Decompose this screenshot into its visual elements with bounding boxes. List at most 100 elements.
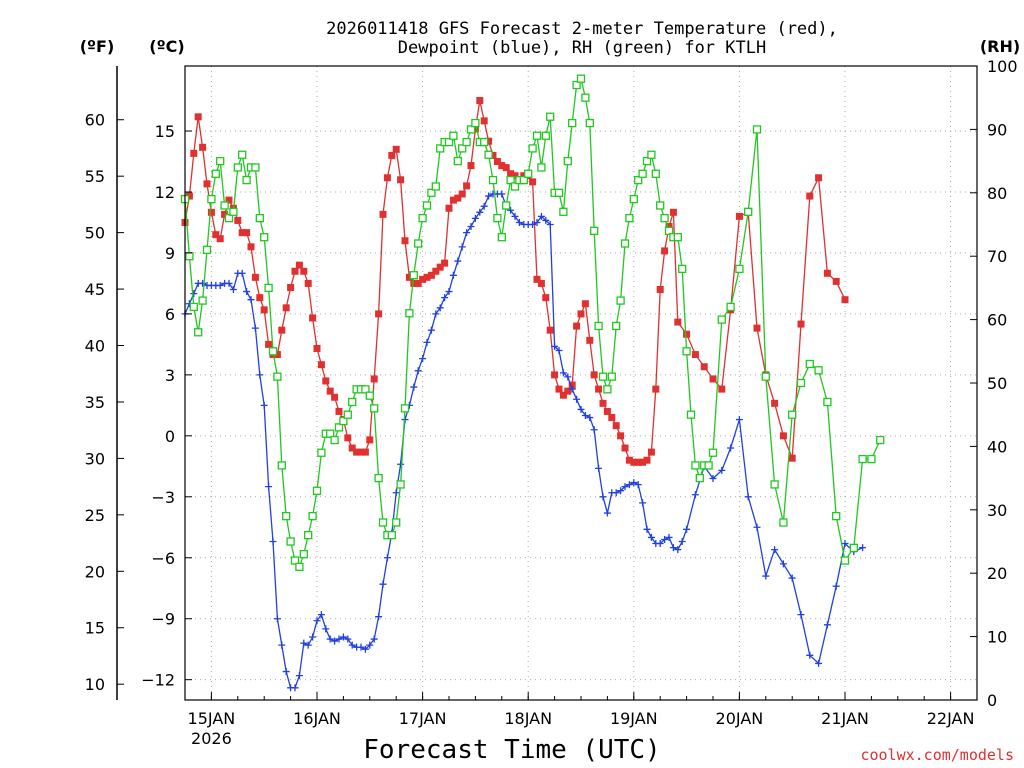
dewpoint-point <box>568 385 576 393</box>
temperature-point <box>260 306 268 314</box>
temperature-point <box>485 137 493 145</box>
relative-humidity-point <box>343 410 352 419</box>
temperature-point <box>529 178 537 186</box>
relative-humidity-point <box>664 226 674 235</box>
dewpoint-point <box>564 373 572 381</box>
relative-humidity-point <box>603 385 612 394</box>
temperature-point <box>806 192 814 200</box>
dewpoint-point <box>590 426 598 434</box>
x-tick-label: 21JAN <box>821 709 869 728</box>
dewpoint-point <box>586 414 594 422</box>
relative-humidity-point <box>255 214 264 223</box>
relative-humidity-point <box>466 125 476 134</box>
dewpoint-point <box>419 355 427 363</box>
temperature-point <box>326 387 334 395</box>
temperature-point <box>375 310 383 318</box>
relative-humidity-point <box>620 239 630 248</box>
relative-humidity-point <box>678 264 687 274</box>
temperature-point <box>480 117 488 125</box>
relative-humidity-point <box>660 214 669 223</box>
temperature-point <box>476 97 484 105</box>
temperature-point <box>251 273 259 281</box>
relative-humidity-point <box>422 201 432 210</box>
temperature-point <box>617 432 625 440</box>
temperature-point <box>427 271 435 279</box>
relative-humidity-point <box>299 550 308 559</box>
x-tick-label: 17JAN <box>399 709 447 728</box>
x-tick-label: 20JAN <box>716 709 764 728</box>
temperature-point <box>348 444 356 452</box>
relative-humidity-line <box>184 77 881 569</box>
fahrenheit-tick-label: 45 <box>85 280 105 299</box>
temperature-point <box>542 294 550 302</box>
dewpoint-point <box>313 617 321 625</box>
celsius-tick-label: −9 <box>151 610 175 629</box>
dewpoint-point <box>265 483 273 491</box>
temperature-point <box>388 151 396 159</box>
relative-humidity-point <box>493 214 502 223</box>
relative-humidity-point <box>537 163 546 172</box>
temperature-point <box>634 458 642 466</box>
relative-humidity-point <box>295 562 304 572</box>
temperature-point <box>383 174 391 182</box>
relative-humidity-point <box>374 473 383 483</box>
temperature-point <box>625 456 633 464</box>
relative-humidity-point <box>647 150 656 159</box>
dewpoint-point <box>300 639 308 647</box>
x-tick-label: 22JAN <box>927 709 975 728</box>
relative-humidity-point <box>264 283 273 293</box>
dewpoint-point <box>507 206 515 214</box>
temperature-point <box>621 444 629 452</box>
celsius-tick-label: −12 <box>141 671 175 690</box>
temperature-point <box>322 377 330 385</box>
temperature-point <box>471 125 479 133</box>
relative-humidity-point <box>612 321 621 331</box>
relative-humidity-point <box>770 480 779 489</box>
relative-humidity-point <box>334 423 344 432</box>
relative-humidity-point <box>202 245 212 255</box>
relative-humidity-point <box>449 131 458 140</box>
relative-humidity-point <box>242 175 251 185</box>
relative-humidity-point <box>546 112 555 121</box>
relative-humidity-point <box>832 511 841 521</box>
relative-humidity-point <box>229 207 238 216</box>
temperature-point <box>405 273 413 281</box>
temperature-point <box>568 381 576 389</box>
temperature-point <box>599 399 607 407</box>
dewpoint-point <box>225 279 233 287</box>
temperature-point <box>832 277 840 285</box>
temperature-point <box>265 340 273 348</box>
temperature-point <box>278 326 286 334</box>
relative-humidity-point <box>788 410 797 419</box>
relative-humidity-point <box>365 391 374 400</box>
dewpoint-point <box>603 509 611 517</box>
relative-humidity-point <box>519 175 528 185</box>
relative-humidity-point <box>752 125 762 134</box>
relative-humidity-point <box>686 410 696 419</box>
dewpoint-point <box>621 483 629 491</box>
dewpoint-point <box>432 310 440 318</box>
rh-tick-label: 40 <box>987 437 1007 456</box>
dewpoint-point <box>841 540 849 548</box>
temperature-point <box>753 324 761 332</box>
temperature-point <box>841 296 849 304</box>
dewpoint-point <box>595 464 603 472</box>
rh-tick-label: 20 <box>987 564 1007 583</box>
relative-humidity-point <box>541 131 550 140</box>
dewpoint-point <box>476 208 484 216</box>
relative-humidity-point <box>484 150 493 159</box>
relative-humidity-point <box>576 74 586 83</box>
relative-humidity-point <box>216 156 225 166</box>
dewpoint-point <box>397 460 405 468</box>
temperature-point <box>665 223 673 231</box>
dewpoint-point <box>471 214 479 222</box>
relative-humidity-point <box>198 296 207 305</box>
temperature-point <box>190 149 198 157</box>
relative-humidity-point <box>876 435 885 445</box>
dewpoint-point <box>216 281 224 289</box>
temperature-point <box>639 458 647 466</box>
relative-humidity-point <box>282 511 291 521</box>
temperature-point <box>564 387 572 395</box>
celsius-tick-label: 3 <box>165 366 175 385</box>
relative-humidity-point <box>211 169 220 178</box>
